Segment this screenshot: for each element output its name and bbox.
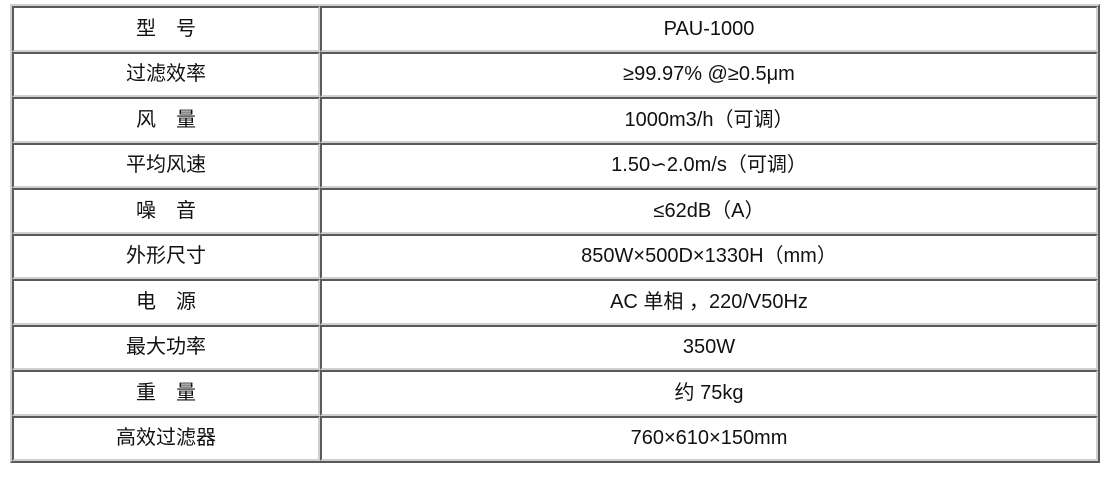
- spec-label-cell: 高效过滤器: [12, 415, 320, 461]
- spec-value-cell: 约 75kg: [320, 370, 1098, 416]
- spec-table-body: 型 号 PAU-1000 过滤效率 ≥99.97% @≥0.5μm 风 量 10…: [12, 6, 1098, 461]
- spec-table-row: 最大功率 350W: [12, 324, 1098, 370]
- spec-label-cell: 重 量: [12, 370, 320, 416]
- spec-label-cell: 电 源: [12, 279, 320, 325]
- spec-table: 型 号 PAU-1000 过滤效率 ≥99.97% @≥0.5μm 风 量 10…: [10, 4, 1100, 463]
- spec-value-cell: ≤62dB（A）: [320, 188, 1098, 234]
- spec-table-row: 过滤效率 ≥99.97% @≥0.5μm: [12, 51, 1098, 97]
- spec-table-row: 高效过滤器 760×610×150mm: [12, 415, 1098, 461]
- spec-table-row: 型 号 PAU-1000: [12, 6, 1098, 52]
- spec-value-cell: ≥99.97% @≥0.5μm: [320, 51, 1098, 97]
- spec-table-row: 电 源 AC 单相 ，220/V50Hz: [12, 279, 1098, 325]
- spec-table-container: 型 号 PAU-1000 过滤效率 ≥99.97% @≥0.5μm 风 量 10…: [10, 4, 1100, 463]
- spec-table-row: 重 量 约 75kg: [12, 370, 1098, 416]
- spec-value-cell: 850W×500D×1330H（mm）: [320, 233, 1098, 279]
- spec-label-cell: 风 量: [12, 97, 320, 143]
- spec-value-cell: 1.50∽2.0m/s（可调）: [320, 142, 1098, 188]
- spec-table-row: 平均风速 1.50∽2.0m/s（可调）: [12, 142, 1098, 188]
- spec-label-cell: 噪 音: [12, 188, 320, 234]
- spec-value-cell: PAU-1000: [320, 6, 1098, 52]
- spec-value-cell: 350W: [320, 324, 1098, 370]
- spec-label-cell: 平均风速: [12, 142, 320, 188]
- spec-table-row: 外形尺寸 850W×500D×1330H（mm）: [12, 233, 1098, 279]
- spec-label-cell: 型 号: [12, 6, 320, 52]
- spec-label-cell: 过滤效率: [12, 51, 320, 97]
- spec-value-cell: 760×610×150mm: [320, 415, 1098, 461]
- spec-value-cell: 1000m3/h（可调）: [320, 97, 1098, 143]
- spec-label-cell: 外形尺寸: [12, 233, 320, 279]
- spec-label-cell: 最大功率: [12, 324, 320, 370]
- spec-table-row: 噪 音 ≤62dB（A）: [12, 188, 1098, 234]
- spec-value-cell: AC 单相 ，220/V50Hz: [320, 279, 1098, 325]
- spec-table-row: 风 量 1000m3/h（可调）: [12, 97, 1098, 143]
